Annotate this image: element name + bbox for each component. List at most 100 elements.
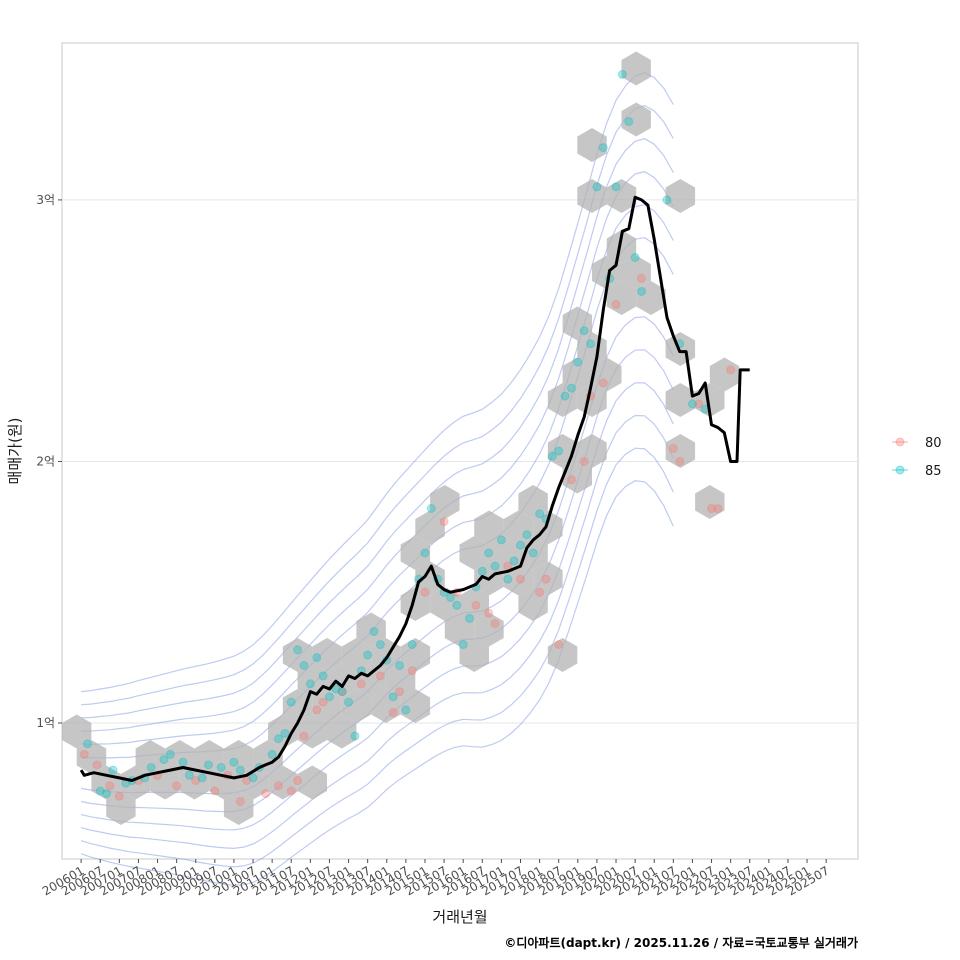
hexbin-cell: [415, 561, 445, 596]
data-point-80: [420, 587, 430, 597]
data-point-85: [522, 530, 532, 540]
data-point-85: [535, 509, 545, 519]
data-point-85: [395, 660, 405, 670]
data-point-85: [560, 391, 570, 401]
hexbin-cell: [165, 740, 195, 774]
data-point-80: [286, 786, 296, 796]
gridlines: [62, 199, 858, 724]
hexbin-cell: [621, 255, 651, 290]
trend-line-layer: [79, 195, 750, 782]
data-point-85: [496, 535, 506, 545]
data-point-85: [401, 705, 411, 715]
hexbin-cell: [665, 383, 696, 417]
data-point-80: [579, 456, 589, 466]
data-point-85: [420, 548, 430, 558]
legend-entry-85[interactable]: 85: [892, 464, 942, 479]
density-contour: [80, 414, 674, 850]
hexbin-cell: [223, 740, 254, 774]
data-point-85: [554, 446, 564, 456]
density-contour: [81, 204, 674, 746]
data-point-80: [439, 517, 449, 527]
hexbin-cell: [562, 306, 592, 341]
data-point-85: [566, 383, 576, 393]
hexbin-cell: [503, 510, 534, 545]
data-point-85: [528, 548, 538, 558]
data-point-85: [509, 556, 519, 566]
data-point-85: [490, 561, 500, 571]
data-point-85: [573, 357, 583, 367]
data-point-85: [375, 640, 385, 650]
hexbin-cell: [106, 791, 136, 825]
data-point-80: [490, 619, 500, 629]
y-axis-title: 매매가(원): [6, 418, 24, 485]
data-point-85: [363, 650, 373, 660]
data-point-80: [598, 378, 608, 388]
hexbin-cell: [282, 638, 313, 672]
data-point-80: [172, 781, 182, 791]
data-point-80: [210, 786, 220, 796]
data-point-80: [395, 687, 405, 697]
hexbin-cell: [606, 281, 637, 315]
data-point-80: [293, 776, 303, 786]
hexbin-cell: [341, 638, 372, 672]
hexbin-cell: [268, 765, 298, 800]
hexbin-cell: [577, 434, 607, 468]
data-point-80: [79, 749, 89, 759]
hexbin-cell: [621, 51, 651, 86]
hexbin-cell: [547, 638, 578, 672]
data-point-85: [108, 765, 118, 775]
hexbin-cell: [223, 791, 254, 825]
data-point-80: [312, 705, 322, 715]
hexbin-cell: [709, 357, 740, 392]
x-axis-ticks: 2006012006072007012007072008012008072009…: [40, 859, 832, 899]
data-point-80: [191, 776, 201, 786]
hexbin-cell: [695, 383, 725, 417]
hexbin-cell: [327, 714, 357, 749]
hexbin-cell: [400, 587, 431, 621]
data-point-85: [229, 757, 239, 767]
hexbin-cell: [489, 536, 519, 570]
hexbin-cell: [356, 663, 386, 698]
hexbin-cell: [341, 689, 372, 723]
hexbin-cell: [636, 281, 666, 315]
hexbin-cell: [665, 434, 696, 468]
data-point-80: [261, 789, 271, 799]
data-point-85: [267, 749, 277, 759]
legend-label-85: 85: [925, 464, 942, 479]
data-point-80: [318, 697, 328, 707]
hexbin-cell: [665, 179, 696, 213]
data-point-85: [592, 182, 602, 192]
data-point-85: [293, 645, 303, 655]
hexbin-cell: [297, 765, 327, 800]
density-contour: [81, 72, 674, 693]
data-point-85: [445, 592, 455, 602]
hexbin-cell: [606, 230, 637, 264]
data-point-85: [280, 728, 290, 738]
data-point-80: [535, 587, 545, 597]
legend-entry-80[interactable]: 80: [892, 436, 942, 451]
density-contour: [80, 447, 674, 868]
data-point-85: [165, 749, 175, 759]
density-contour: [81, 138, 674, 719]
density-contour: [81, 105, 674, 706]
data-point-85: [159, 755, 169, 765]
hexbin-cell: [459, 536, 489, 570]
data-point-85: [598, 143, 608, 153]
data-point-80: [675, 456, 685, 466]
data-point-80: [541, 574, 551, 584]
data-point-85: [312, 653, 322, 663]
data-point-85: [203, 760, 213, 770]
data-point-80: [407, 666, 417, 676]
data-point-85: [286, 697, 296, 707]
data-point-85: [662, 195, 672, 205]
hexbin-cell: [268, 714, 298, 749]
data-point-85: [337, 687, 347, 697]
hexbin-cell: [621, 102, 651, 137]
data-point-85: [344, 697, 354, 707]
data-point-85: [515, 540, 525, 550]
data-point-80: [92, 760, 102, 770]
data-point-85: [630, 252, 640, 262]
legend-key-80: [895, 437, 905, 447]
data-point-80: [554, 640, 564, 650]
